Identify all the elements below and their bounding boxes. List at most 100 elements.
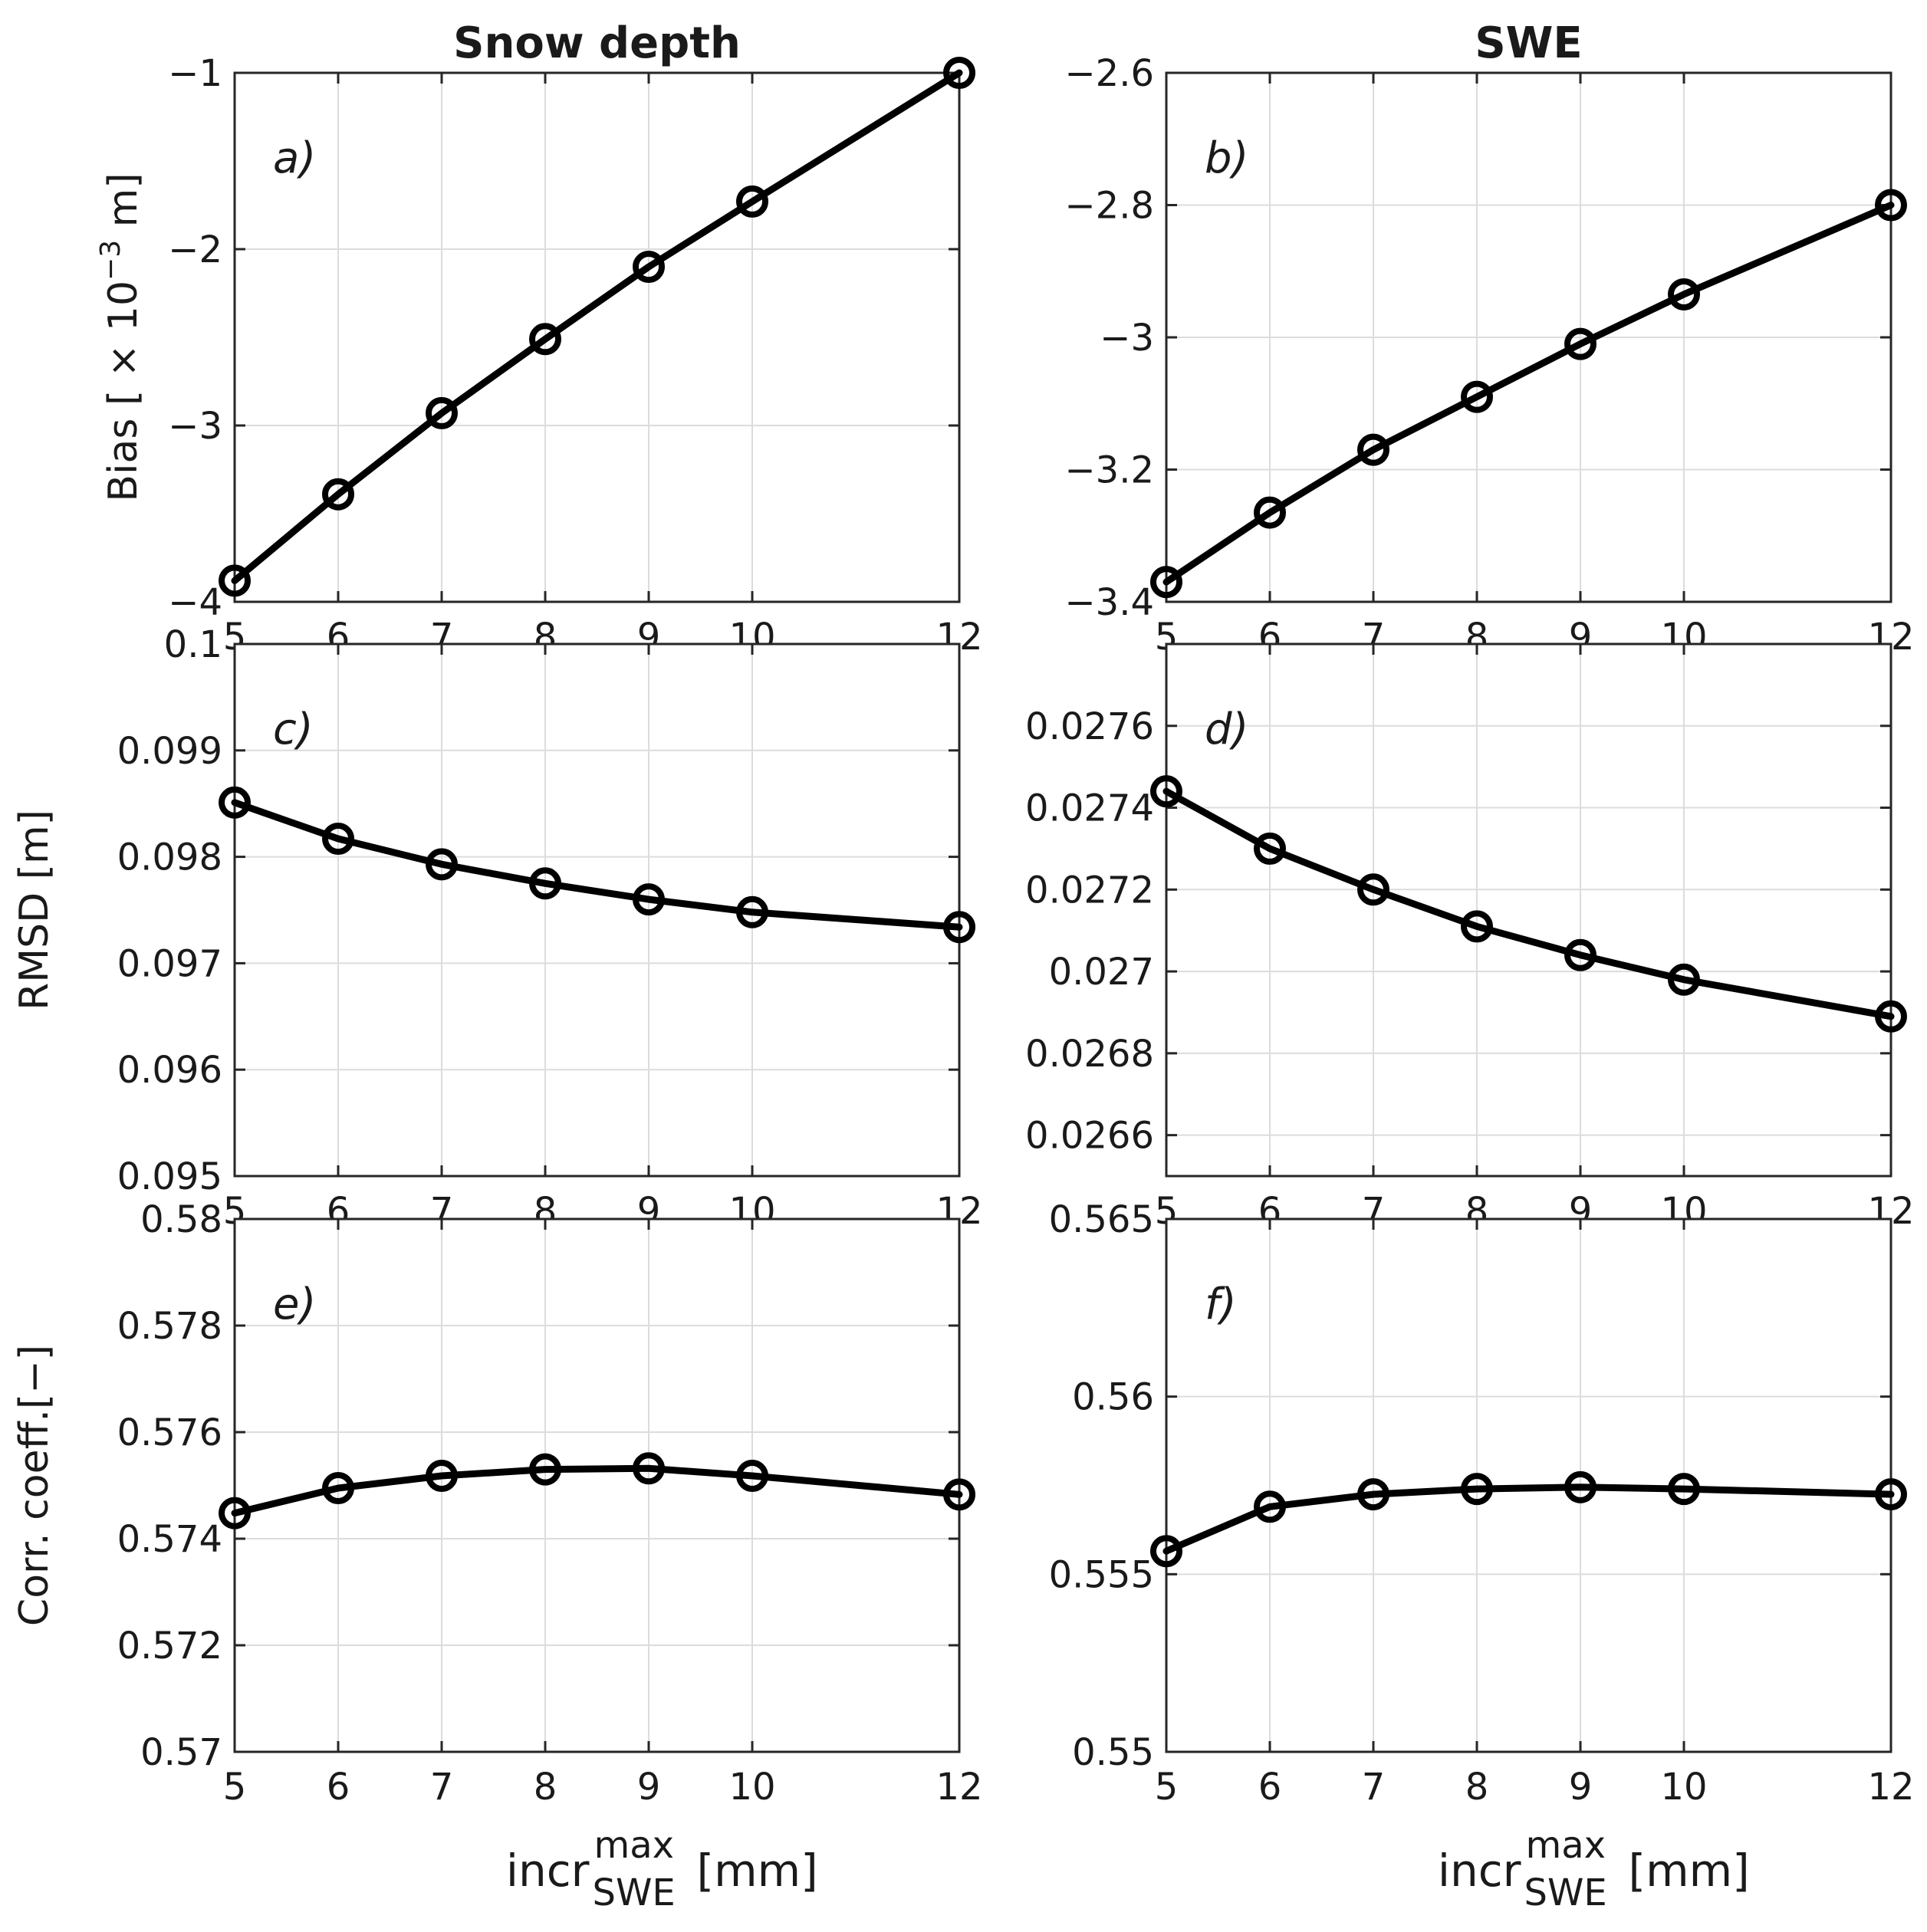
- x-axis-label-unit: [mm]: [697, 1845, 818, 1897]
- x-tick-label: 9: [637, 1766, 661, 1809]
- y-tick-label: 0.565: [1049, 1198, 1154, 1241]
- x-axis-label: incr: [1438, 1845, 1521, 1897]
- data-point: [1564, 327, 1597, 360]
- y-tick-label: −3.4: [1064, 581, 1154, 624]
- series-line: [1162, 202, 1895, 586]
- data-point: [1150, 775, 1182, 808]
- x-tick-label: 5: [1155, 1766, 1179, 1809]
- data-point: [1668, 963, 1700, 996]
- y-axis-label: Bias [ × 10−3 m]: [95, 172, 146, 501]
- data-point: [1357, 433, 1389, 466]
- y-tick-label: 0.0266: [1025, 1115, 1154, 1158]
- data-point: [1461, 910, 1493, 943]
- series-line: [231, 799, 963, 931]
- data-point: [943, 911, 975, 944]
- data-point: [1357, 1478, 1389, 1511]
- y-tick-label: −2.6: [1064, 52, 1154, 95]
- y-tick-label: 0.097: [117, 942, 222, 985]
- y-tick-label: −2.8: [1064, 185, 1154, 228]
- y-tick-label: 0.1: [164, 623, 222, 666]
- y-tick-label: 0.0276: [1025, 705, 1154, 748]
- x-tick-label: 6: [1258, 1766, 1282, 1809]
- x-axis-label-subscript: SWE: [1524, 1871, 1607, 1914]
- data-point: [736, 185, 768, 218]
- x-axis-label-subscript: SWE: [593, 1871, 676, 1914]
- y-tick-label: −1: [168, 52, 222, 95]
- x-tick-label: 10: [728, 1766, 775, 1809]
- y-tick-label: 0.098: [117, 836, 222, 879]
- data-point: [1254, 832, 1286, 865]
- y-tick-label: 0.0268: [1025, 1033, 1154, 1076]
- data-point: [1668, 278, 1700, 310]
- y-tick-label: 0.572: [117, 1625, 222, 1668]
- y-tick-label: −3: [168, 405, 222, 448]
- y-tick-label: 0.0274: [1025, 787, 1154, 830]
- data-point: [322, 1471, 354, 1504]
- panel-c: 5 6 7 8 9 10 120.0950.0960.0970.0980.0990.1c)R…: [12, 623, 983, 1233]
- panel-label: c): [273, 705, 314, 754]
- y-tick-label: 0.57: [140, 1731, 222, 1774]
- x-tick-label: 9: [1569, 1766, 1593, 1809]
- y-tick-label: −3.2: [1064, 449, 1154, 492]
- axes-frame: [233, 71, 961, 603]
- x-tick-label: 7: [430, 1766, 454, 1809]
- data-point: [426, 1459, 458, 1492]
- series-line: [1162, 787, 1895, 1020]
- y-axis-label: RMSD [m]: [12, 810, 58, 1010]
- y-axis-label-exponent: −3: [95, 240, 127, 281]
- axes-frame: [1165, 71, 1892, 603]
- axes-frame: [1165, 1217, 1892, 1753]
- data-point: [943, 57, 975, 89]
- data-point: [736, 1459, 768, 1492]
- panel-b: 5 6 7 8 9 10 12−3.4−3.2−3−2.8−2.6b)SWE: [1064, 18, 1914, 659]
- data-point: [219, 564, 251, 597]
- data-point: [943, 1478, 975, 1511]
- plot-area: [235, 73, 959, 602]
- data-point: [1668, 1473, 1700, 1506]
- y-tick-label: 0.0272: [1025, 869, 1154, 912]
- x-tick-label: 12: [936, 1766, 982, 1809]
- plot-area: [1166, 644, 1891, 1176]
- data-point: [1564, 938, 1597, 971]
- data-point: [426, 396, 458, 429]
- series-line: [231, 1464, 963, 1517]
- y-tick-label: 0.099: [117, 730, 222, 773]
- y-axis-label: Corr. coeff.[−]: [12, 1345, 58, 1626]
- y-tick-label: −2: [168, 228, 222, 271]
- y-tick-label: 0.56: [1072, 1376, 1154, 1419]
- y-tick-label: 0.578: [117, 1305, 222, 1348]
- panel-label: d): [1205, 705, 1248, 754]
- x-axis-label-superscript: max: [1526, 1824, 1606, 1867]
- y-tick-label: 0.576: [117, 1411, 222, 1454]
- axes-frame: [233, 1217, 961, 1753]
- data-point: [1564, 1470, 1597, 1503]
- x-tick-label: 12: [1867, 1766, 1914, 1809]
- data-point: [1150, 566, 1182, 599]
- y-tick-label: −3: [1100, 317, 1154, 360]
- x-tick-label: 8: [534, 1766, 557, 1809]
- data-point: [1461, 380, 1493, 413]
- axes-frame: [1165, 642, 1892, 1178]
- panel-e: 5 6 7 8 9 10 12 0.57 0.572 0.574 0.576 0.578 0.58 e) C…: [12, 1198, 983, 1914]
- y-tick-label: −4: [168, 581, 222, 624]
- data-point: [219, 786, 251, 819]
- data-point: [633, 251, 665, 283]
- panel-label: f): [1205, 1280, 1237, 1329]
- data-point: [529, 867, 561, 900]
- data-point: [529, 1453, 561, 1486]
- data-point: [736, 895, 768, 928]
- plot-area: [235, 644, 959, 1176]
- data-point: [1150, 1535, 1182, 1568]
- y-tick-label: 0.555: [1049, 1553, 1154, 1596]
- y-tick-label: 0.095: [117, 1155, 222, 1198]
- y-axis-label-text: Bias [ × 10: [100, 281, 146, 502]
- data-point: [322, 823, 354, 856]
- x-axis-label: incr: [506, 1845, 590, 1897]
- axes-frame: [233, 642, 961, 1178]
- panel-label: b): [1205, 133, 1248, 183]
- x-tick-label: 7: [1362, 1766, 1386, 1809]
- data-point: [426, 848, 458, 881]
- data-point: [1875, 1478, 1907, 1511]
- y-tick-label: 0.096: [117, 1049, 222, 1092]
